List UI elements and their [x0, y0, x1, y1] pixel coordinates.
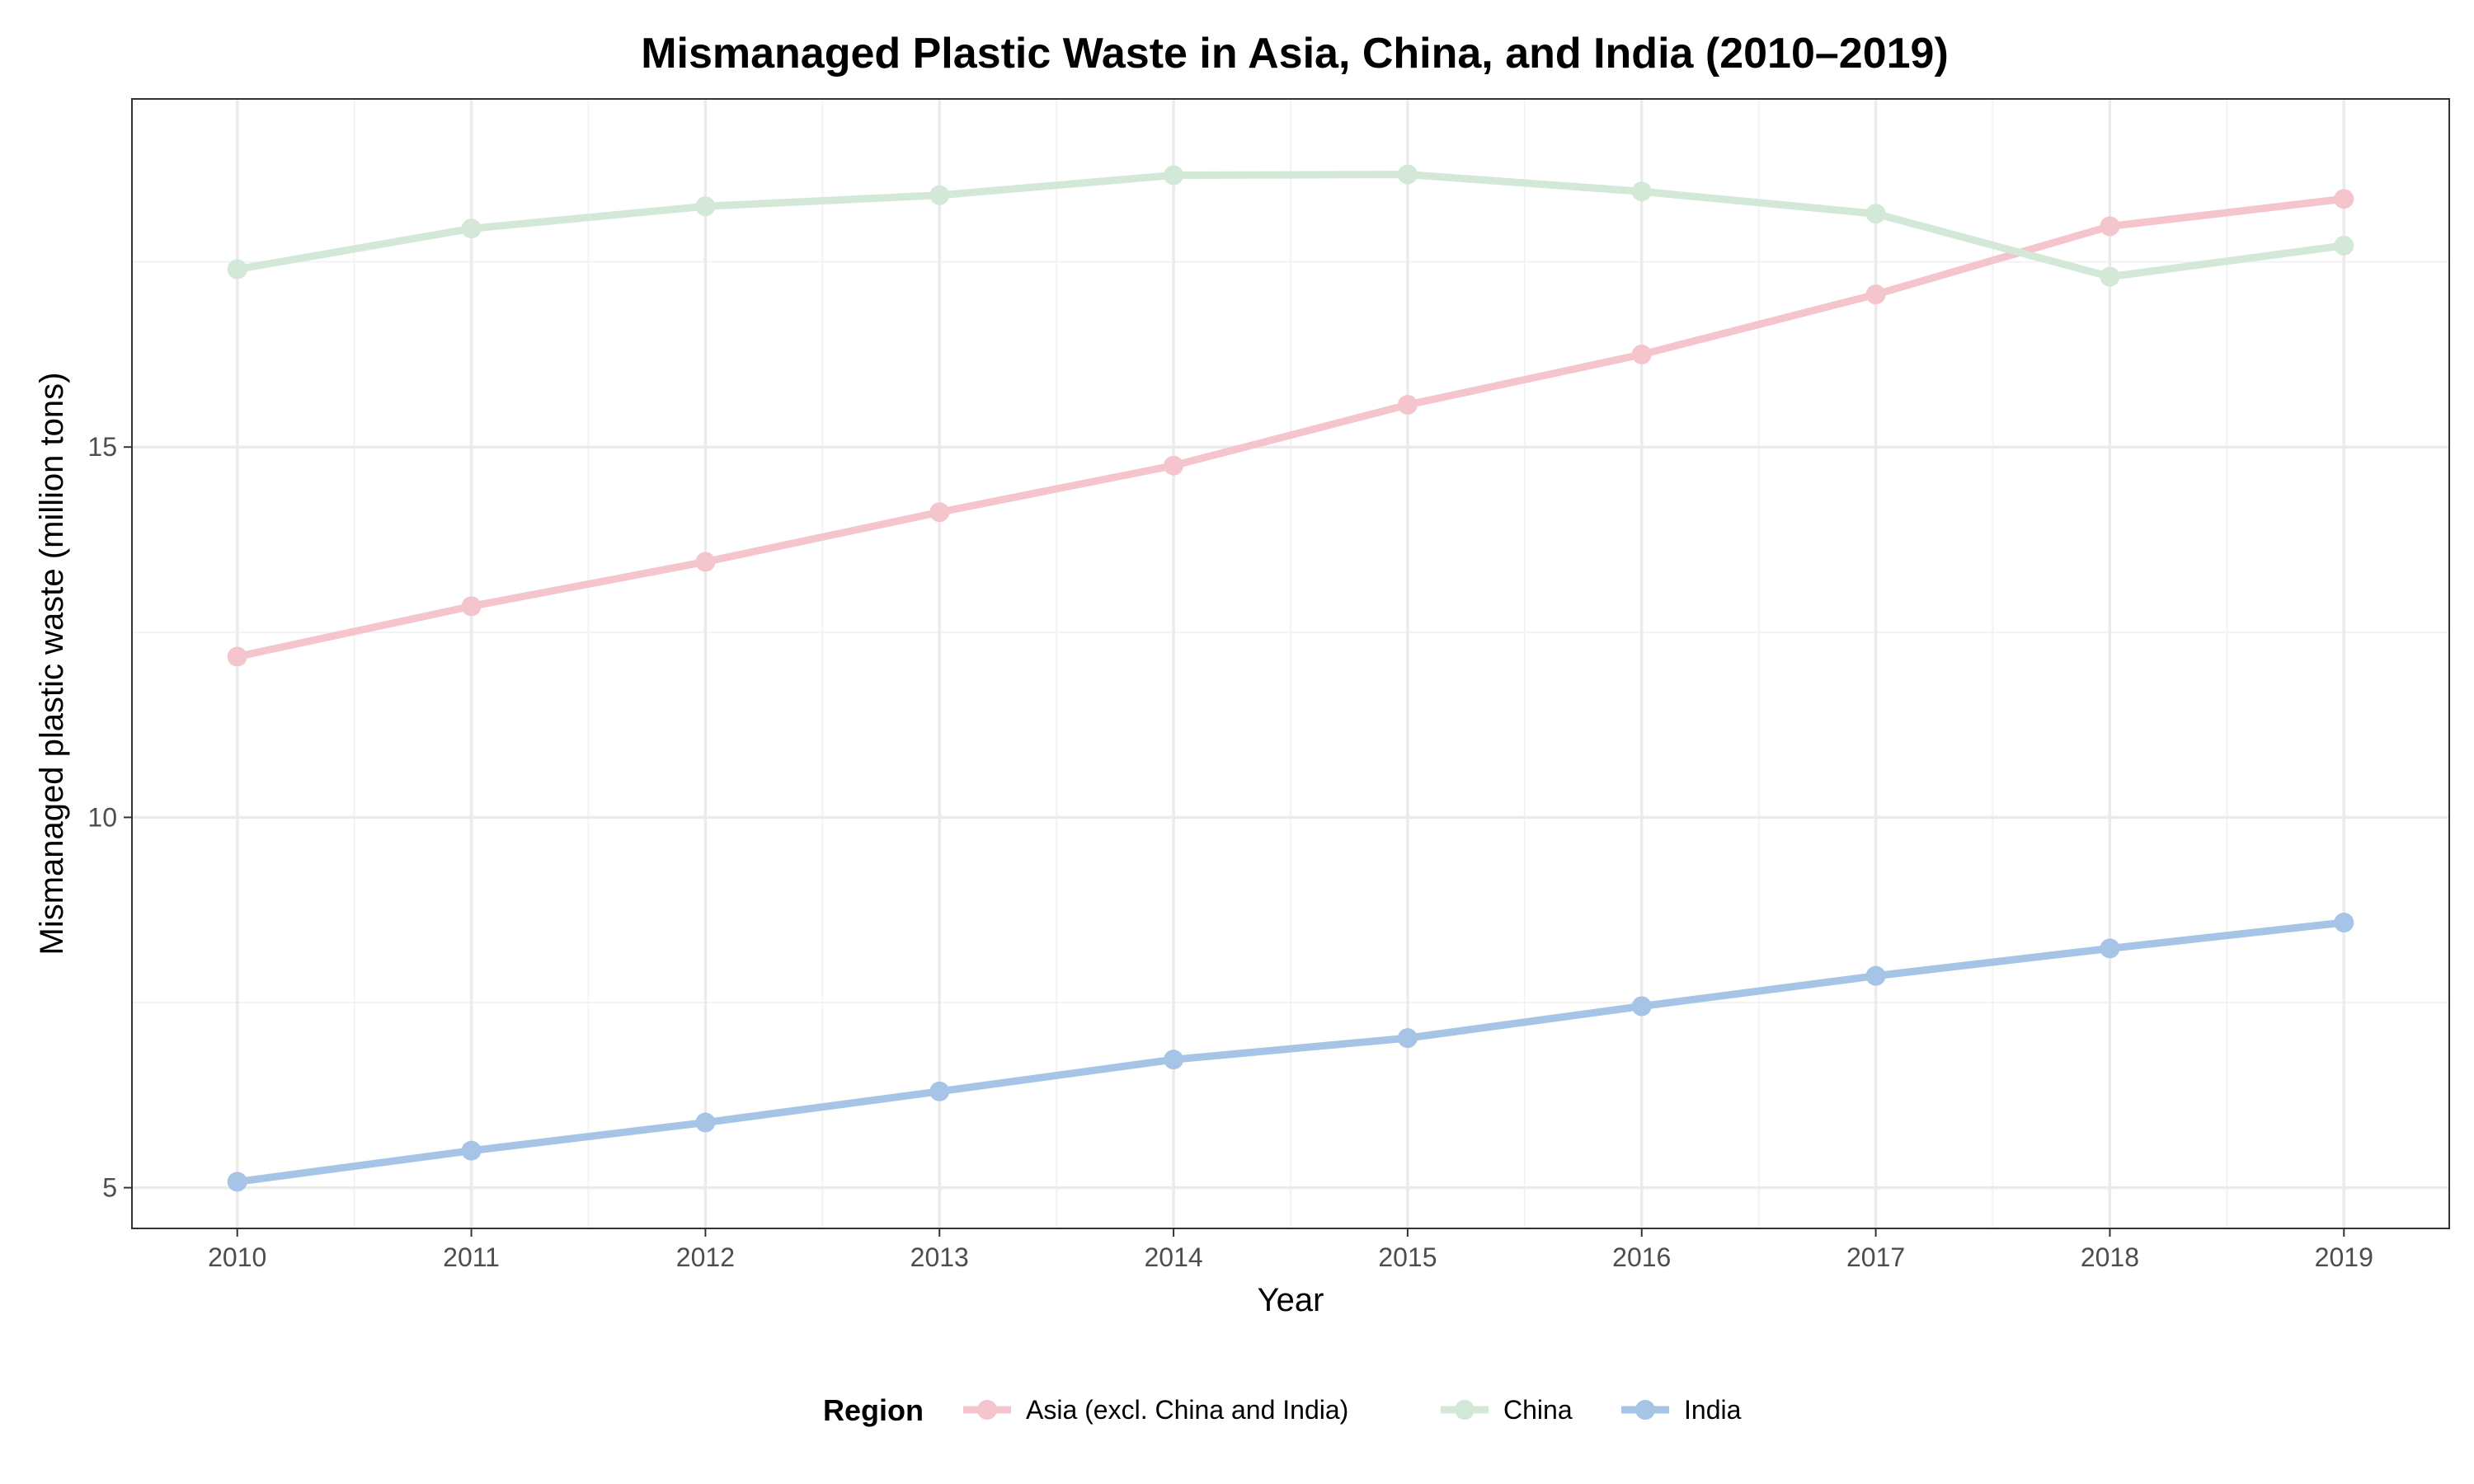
data-point [1865, 204, 1886, 224]
data-point [1164, 1050, 1184, 1070]
x-tick-label: 2011 [443, 1242, 500, 1272]
chart-title: Mismanaged Plastic Waste in Asia, China,… [641, 30, 1949, 77]
data-point [227, 646, 247, 667]
data-point [695, 196, 716, 217]
data-point [695, 552, 716, 572]
data-point [929, 1081, 950, 1101]
legend-item: Asia (excl. China and India) [963, 1395, 1348, 1425]
data-point [2100, 266, 2120, 287]
y-tick-label: 15 [87, 432, 117, 462]
y-axis-title: Mismanaged plastic waste (million tons) [34, 373, 70, 956]
x-tick-label: 2018 [2081, 1242, 2139, 1272]
data-point [2100, 216, 2120, 237]
data-point [227, 1172, 247, 1192]
legend-item: India [1621, 1395, 1742, 1425]
legend-title: Region [823, 1393, 924, 1427]
data-point [1164, 455, 1184, 476]
y-tick-label: 10 [87, 802, 117, 832]
data-point [929, 502, 950, 523]
data-point [695, 1112, 716, 1133]
x-tick-label: 2016 [1612, 1242, 1671, 1272]
legend-key-point [977, 1400, 997, 1420]
series-line [233, 918, 2348, 1186]
data-point [1865, 284, 1886, 305]
x-tick-label: 2013 [910, 1242, 969, 1272]
legend: Region Asia (excl. China and India) China… [823, 1393, 1742, 1427]
legend-label: India [1684, 1395, 1742, 1425]
data-point [2334, 189, 2354, 209]
x-tick-label: 2010 [208, 1242, 266, 1272]
series-line [233, 195, 2348, 660]
plot-panel-border [131, 98, 2450, 1229]
series-2 [227, 164, 2354, 287]
data-point [1397, 1028, 1418, 1049]
data-point [227, 259, 247, 279]
y-tick-label: 5 [102, 1173, 117, 1203]
series-3 [227, 912, 2354, 1192]
minor-gridlines [132, 99, 2449, 1228]
data-point [1397, 395, 1418, 416]
series-layer [227, 164, 2354, 1192]
x-tick-label: 2015 [1378, 1242, 1437, 1272]
series-line [233, 171, 2348, 281]
x-axis-title: Year [1258, 1282, 1324, 1318]
x-axis: 2010 2011 2012 2013 2014 2015 2016 2017 2018 2019 [208, 1228, 2373, 1272]
x-tick-label: 2017 [1846, 1242, 1905, 1272]
data-point [461, 218, 482, 239]
legend-key-point [1635, 1400, 1655, 1420]
x-tick-label: 2019 [2315, 1242, 2373, 1272]
data-point [1631, 181, 1652, 202]
x-tick-label: 2012 [676, 1242, 735, 1272]
data-point [2100, 938, 2120, 959]
data-point [2334, 235, 2354, 256]
data-point [1631, 344, 1652, 364]
data-point [461, 596, 482, 617]
x-tick-label: 2014 [1144, 1242, 1202, 1272]
legend-label: Asia (excl. China and India) [1026, 1395, 1348, 1425]
data-point [929, 185, 950, 205]
data-point [1164, 165, 1184, 186]
data-point [2334, 912, 2354, 932]
data-point [461, 1140, 482, 1161]
data-point [1865, 965, 1886, 986]
data-point [1631, 996, 1652, 1017]
series-1 [227, 189, 2354, 667]
legend-label: China [1503, 1395, 1573, 1425]
data-point [1397, 164, 1418, 185]
legend-key-point [1455, 1400, 1475, 1420]
legend-item: China [1441, 1395, 1573, 1425]
y-axis: 5 10 15 [87, 432, 132, 1203]
